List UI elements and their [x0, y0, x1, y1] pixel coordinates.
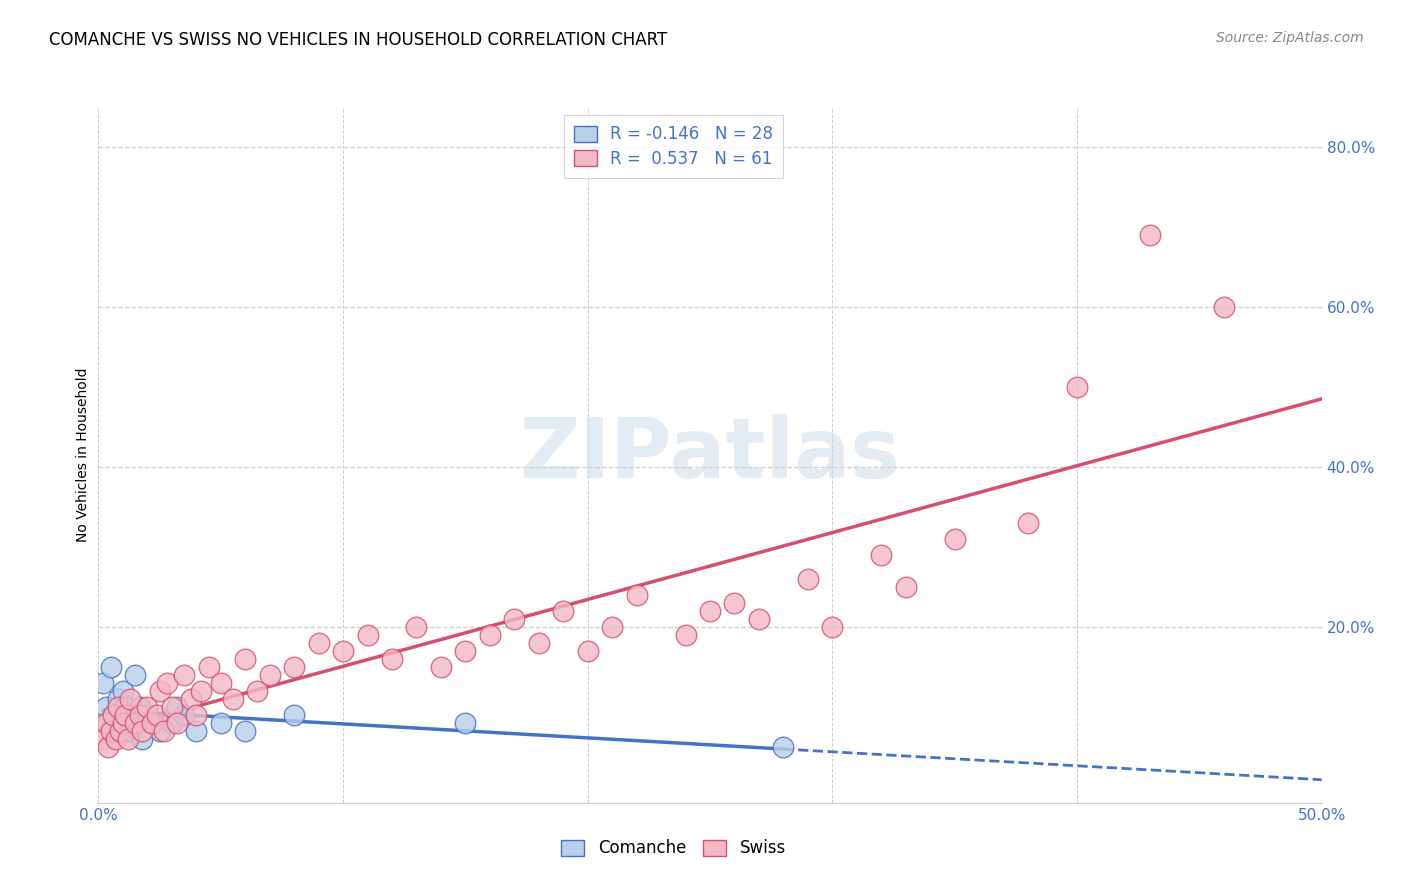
Point	[111, 715, 134, 730]
Point	[110, 715, 132, 730]
Point	[186, 707, 208, 722]
Point	[111, 683, 134, 698]
Point	[233, 652, 256, 666]
Point	[233, 723, 256, 738]
Point	[149, 723, 172, 738]
Point	[107, 691, 129, 706]
Text: Source: ZipAtlas.com: Source: ZipAtlas.com	[1216, 31, 1364, 45]
Text: COMANCHE VS SWISS NO VEHICLES IN HOUSEHOLD CORRELATION CHART: COMANCHE VS SWISS NO VEHICLES IN HOUSEHO…	[49, 31, 668, 49]
Point	[870, 548, 893, 562]
Point	[136, 707, 159, 722]
Point	[94, 715, 117, 730]
Point	[107, 699, 129, 714]
Point	[91, 676, 114, 690]
Text: ZIPatlas: ZIPatlas	[520, 415, 900, 495]
Point	[160, 699, 183, 714]
Point	[110, 723, 132, 738]
Point	[454, 644, 477, 658]
Point	[527, 636, 550, 650]
Point	[675, 628, 697, 642]
Point	[153, 723, 176, 738]
Y-axis label: No Vehicles in Household: No Vehicles in Household	[76, 368, 90, 542]
Point	[821, 620, 844, 634]
Point	[381, 652, 404, 666]
Point	[101, 707, 124, 722]
Point	[576, 644, 599, 658]
Point	[129, 699, 152, 714]
Legend: Comanche, Swiss: Comanche, Swiss	[554, 833, 793, 864]
Point	[1139, 227, 1161, 242]
Point	[136, 699, 159, 714]
Point	[166, 715, 188, 730]
Point	[283, 707, 305, 722]
Point	[117, 707, 139, 722]
Point	[100, 660, 122, 674]
Point	[166, 699, 188, 714]
Point	[259, 668, 281, 682]
Point	[104, 723, 127, 738]
Point	[129, 707, 152, 722]
Point	[173, 668, 195, 682]
Point	[222, 691, 245, 706]
Point	[173, 707, 195, 722]
Point	[97, 715, 120, 730]
Point	[209, 676, 232, 690]
Point	[405, 620, 427, 634]
Point	[186, 723, 208, 738]
Point	[120, 691, 142, 706]
Point	[124, 715, 146, 730]
Point	[1066, 380, 1088, 394]
Point	[894, 580, 917, 594]
Point	[131, 731, 153, 746]
Point	[308, 636, 330, 650]
Point	[197, 660, 219, 674]
Point	[1017, 516, 1039, 530]
Point	[723, 596, 745, 610]
Point	[772, 739, 794, 754]
Point	[141, 715, 163, 730]
Point	[131, 723, 153, 738]
Point	[100, 723, 122, 738]
Point	[91, 731, 114, 746]
Point	[478, 628, 501, 642]
Point	[797, 572, 820, 586]
Point	[97, 739, 120, 754]
Point	[553, 604, 575, 618]
Point	[114, 707, 136, 722]
Point	[1212, 300, 1234, 314]
Point	[454, 715, 477, 730]
Point	[156, 676, 179, 690]
Point	[160, 715, 183, 730]
Point	[120, 723, 142, 738]
Point	[101, 707, 124, 722]
Point	[246, 683, 269, 698]
Point	[117, 731, 139, 746]
Point	[209, 715, 232, 730]
Point	[626, 588, 648, 602]
Point	[146, 707, 169, 722]
Point	[943, 532, 966, 546]
Point	[104, 731, 127, 746]
Point	[600, 620, 623, 634]
Point	[180, 691, 202, 706]
Point	[283, 660, 305, 674]
Point	[127, 715, 149, 730]
Point	[430, 660, 453, 674]
Point	[699, 604, 721, 618]
Point	[503, 612, 526, 626]
Point	[190, 683, 212, 698]
Point	[124, 668, 146, 682]
Point	[149, 683, 172, 698]
Point	[356, 628, 378, 642]
Point	[332, 644, 354, 658]
Point	[141, 715, 163, 730]
Point	[114, 699, 136, 714]
Point	[94, 699, 117, 714]
Point	[748, 612, 770, 626]
